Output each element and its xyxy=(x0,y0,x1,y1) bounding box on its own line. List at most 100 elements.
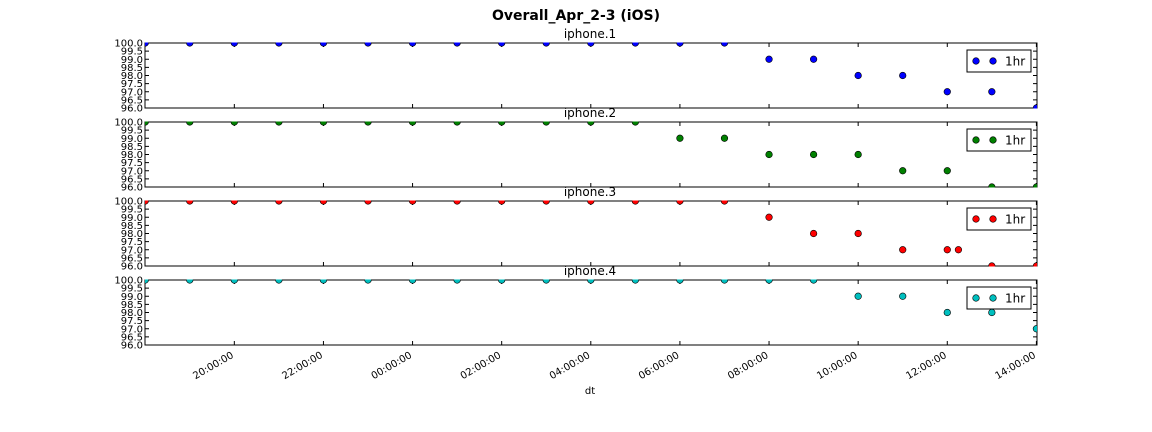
panel-2: iphone.296.096.597.097.598.098.599.099.5… xyxy=(114,106,1038,194)
data-point xyxy=(676,134,684,142)
legend-marker xyxy=(989,136,997,144)
y-tick-label: 97.0 xyxy=(121,245,143,256)
data-point xyxy=(899,246,907,254)
y-tick-label: 98.0 xyxy=(121,308,143,319)
panel-frame xyxy=(144,121,1038,188)
legend-box xyxy=(966,128,1032,152)
y-tick-label: 97.0 xyxy=(121,87,143,98)
panels-group: iphone.196.096.597.097.598.098.599.099.5… xyxy=(114,27,1038,352)
panel-3: iphone.396.096.597.097.598.098.599.099.5… xyxy=(114,185,1038,273)
y-tick-label: 97.5 xyxy=(121,237,143,248)
legend-label: 1hr xyxy=(1005,55,1025,69)
data-point xyxy=(854,229,862,238)
y-tick-label: 98.0 xyxy=(121,71,143,82)
data-point xyxy=(587,121,595,126)
y-tick-label: 99.0 xyxy=(121,134,143,145)
data-point xyxy=(765,279,773,284)
data-point xyxy=(943,88,951,96)
y-tick-label: 96.0 xyxy=(121,262,143,273)
data-point xyxy=(542,121,550,126)
data-point xyxy=(498,279,506,284)
legend: 1hr xyxy=(966,286,1032,310)
data-point xyxy=(498,200,506,205)
data-point xyxy=(899,292,907,300)
y-tick-label: 96.5 xyxy=(121,332,143,343)
data-point xyxy=(275,42,283,47)
data-point xyxy=(676,200,684,205)
x-tick-label: 00:00:00 xyxy=(370,350,414,382)
data-point xyxy=(720,279,729,284)
y-tick-label: 96.0 xyxy=(121,183,143,194)
panel-title: iphone.1 xyxy=(564,27,616,41)
x-tick-label: 22:00:00 xyxy=(281,350,325,382)
data-point xyxy=(453,121,461,126)
y-tick-label: 96.5 xyxy=(121,253,143,264)
panel-title: iphone.4 xyxy=(564,264,616,278)
data-point xyxy=(810,279,818,284)
legend-label: 1hr xyxy=(1005,134,1025,148)
legend-marker xyxy=(989,215,997,223)
x-tick-label: 06:00:00 xyxy=(637,350,681,382)
data-point xyxy=(230,42,238,47)
data-point xyxy=(631,42,639,47)
legend-box xyxy=(966,286,1032,310)
data-point xyxy=(275,200,283,205)
x-tick-label: 04:00:00 xyxy=(548,350,592,382)
data-point xyxy=(230,200,238,205)
y-tick-label: 98.5 xyxy=(121,300,143,311)
data-point xyxy=(587,279,595,284)
data-point xyxy=(988,183,996,188)
panel-title: iphone.2 xyxy=(564,106,616,120)
data-point xyxy=(186,200,194,205)
data-point xyxy=(720,200,729,205)
legend-marker xyxy=(972,294,980,302)
y-tick-label: 98.0 xyxy=(121,150,143,161)
data-point xyxy=(319,279,328,284)
y-tick-label: 97.5 xyxy=(121,79,143,90)
y-tick-label: 96.0 xyxy=(121,104,143,115)
y-tick-label: 99.0 xyxy=(121,213,143,224)
data-point xyxy=(408,279,417,284)
legend-label: 1hr xyxy=(1005,292,1025,306)
data-point xyxy=(631,279,639,284)
legend-label: 1hr xyxy=(1005,213,1025,227)
data-point xyxy=(1032,183,1037,188)
y-tick-label: 99.5 xyxy=(121,47,143,58)
legend: 1hr xyxy=(966,49,1032,73)
data-point xyxy=(364,200,372,205)
data-point xyxy=(186,42,194,47)
legend: 1hr xyxy=(966,128,1032,152)
data-point xyxy=(765,213,773,221)
data-point xyxy=(498,42,506,47)
data-point xyxy=(230,121,238,126)
data-point xyxy=(186,121,194,126)
y-tick-label: 96.5 xyxy=(121,95,143,106)
x-tick-label: 10:00:00 xyxy=(815,350,859,382)
data-point xyxy=(988,88,996,96)
data-point xyxy=(1032,325,1037,333)
panel-1: iphone.1 96.096.597.097.598.098.599.099.5… xyxy=(114,27,1038,115)
data-point xyxy=(319,200,328,205)
data-point xyxy=(854,292,862,300)
chart-title: Overall_Apr_2-3 (iOS) xyxy=(492,8,660,24)
data-point xyxy=(1032,104,1037,109)
y-tick-label: 98.5 xyxy=(121,221,143,232)
data-point xyxy=(631,200,639,205)
panel-title: iphone.3 xyxy=(564,185,616,199)
panel-4: iphone.496.096.597.097.598.098.599.099.5… xyxy=(114,264,1038,352)
x-tick-label: 12:00:00 xyxy=(904,350,948,382)
panel-frame xyxy=(144,200,1038,267)
data-point xyxy=(408,200,417,205)
y-tick-label: 99.5 xyxy=(121,284,143,295)
legend-marker xyxy=(989,294,997,302)
data-point xyxy=(319,42,328,47)
data-point xyxy=(899,167,907,175)
legend-marker xyxy=(972,215,980,223)
data-point xyxy=(587,42,595,47)
data-point xyxy=(809,229,818,238)
y-tick-label: 98.0 xyxy=(121,229,143,240)
series-points xyxy=(145,200,1037,267)
y-tick-label: 97.5 xyxy=(121,316,143,327)
legend-box xyxy=(966,207,1032,231)
data-point xyxy=(453,42,461,47)
